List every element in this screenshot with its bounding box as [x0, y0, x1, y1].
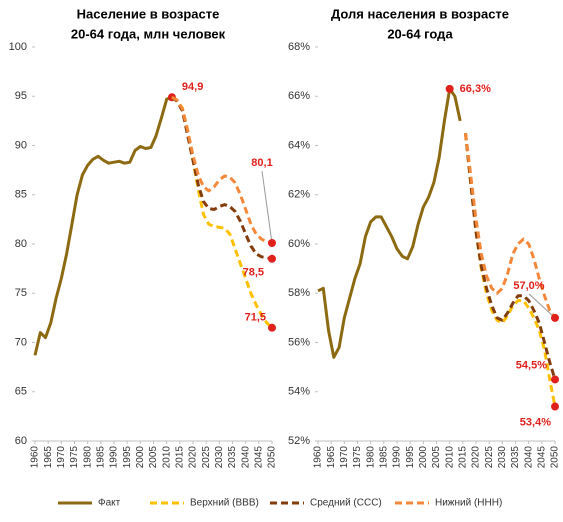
series-line: [464, 133, 557, 407]
series-line: [317, 87, 462, 359]
y-tick-label: 90: [15, 139, 27, 151]
data-label: 66,3%: [460, 83, 491, 95]
x-tick-label: 2020: [188, 446, 199, 469]
x-tick-label: 1980: [365, 446, 376, 469]
y-tick-label: 52%: [288, 435, 310, 447]
x-tick-label: 1970: [56, 446, 67, 469]
data-point: [551, 402, 559, 411]
x-tick-label: 2015: [174, 446, 185, 469]
series-line: [33, 95, 179, 356]
x-tick-label: 2045: [253, 446, 264, 469]
y-tick-label: 75: [15, 287, 27, 299]
data-label: 54,5%: [516, 359, 547, 371]
data-point: [268, 323, 276, 332]
x-tick-label: 1995: [122, 446, 133, 469]
x-tick-label: 2005: [148, 446, 159, 469]
y-tick-label: 68%: [288, 41, 310, 53]
x-tick-label: 1975: [352, 446, 363, 469]
y-tick-label: 64%: [288, 139, 310, 151]
x-tick-label: 2045: [536, 446, 547, 469]
x-tick-label: 2040: [240, 446, 251, 469]
data-label: 78,5: [243, 267, 264, 279]
x-tick-label: 1985: [95, 446, 106, 469]
x-tick-label: 2040: [523, 446, 534, 469]
x-tick-label: 2030: [497, 446, 508, 469]
data-point: [551, 313, 559, 322]
y-tick-label: 60: [15, 435, 27, 447]
data-point: [268, 239, 276, 248]
y-tick-label: 60%: [288, 238, 310, 250]
x-tick-label: 2000: [135, 446, 146, 469]
chart-title: Население в возрасте: [77, 6, 220, 21]
x-tick-label: 2025: [201, 446, 212, 469]
legend-label: Факт: [98, 498, 121, 509]
x-tick-label: 2030: [214, 446, 225, 469]
series-line: [171, 95, 273, 245]
x-tick-label: 2015: [457, 446, 468, 469]
x-tick-label: 2020: [471, 446, 482, 469]
x-tick-label: 2050: [267, 446, 278, 469]
legend-label: Средний (ССС): [310, 498, 382, 509]
data-point: [268, 254, 276, 263]
leader-line: [528, 293, 556, 319]
x-tick-label: 1965: [326, 446, 337, 469]
data-label: 80,1: [251, 157, 272, 169]
y-tick-label: 80: [15, 238, 27, 250]
chart-title: 20-64 года: [387, 26, 453, 41]
x-tick-label: 1990: [392, 446, 403, 469]
y-tick-label: 66%: [288, 90, 310, 102]
data-point: [551, 375, 559, 384]
x-tick-label: 2035: [227, 446, 238, 469]
y-tick-label: 65: [15, 386, 27, 398]
data-point: [445, 84, 454, 93]
x-tick-label: 1960: [313, 446, 324, 469]
x-tick-label: 1970: [339, 446, 350, 469]
y-tick-label: 62%: [288, 189, 310, 201]
y-tick-label: 70: [15, 336, 27, 348]
series-line: [170, 96, 274, 329]
x-tick-label: 2000: [418, 446, 429, 469]
y-tick-label: 58%: [288, 287, 310, 299]
x-tick-label: 2035: [510, 446, 521, 469]
chart-title: Доля населения в возрасте: [331, 6, 509, 21]
x-tick-label: 2025: [484, 446, 495, 469]
data-label: 53,4%: [520, 416, 551, 428]
x-tick-label: 1960: [30, 446, 41, 469]
y-tick-label: 56%: [288, 336, 310, 348]
x-tick-label: 1965: [43, 446, 54, 469]
data-label: 94,9: [182, 81, 203, 93]
x-tick-label: 1995: [405, 446, 416, 469]
x-tick-label: 1990: [109, 446, 120, 469]
y-tick-label: 85: [15, 189, 27, 201]
x-tick-label: 2005: [431, 446, 442, 469]
legend-label: Верхний (ВВВ): [190, 498, 259, 509]
x-tick-label: 1985: [378, 446, 389, 469]
leader-line: [261, 170, 273, 244]
x-tick-label: 1975: [69, 446, 80, 469]
legend-label: Нижний (ННН): [435, 498, 502, 509]
y-tick-label: 95: [15, 90, 27, 102]
y-tick-label: 54%: [288, 386, 310, 398]
y-tick-label: 100: [9, 41, 27, 53]
chart-title: 20-64 года, млн человек: [71, 26, 226, 41]
x-tick-label: 2010: [444, 446, 455, 469]
x-tick-label: 1980: [82, 446, 93, 469]
x-tick-label: 2010: [161, 446, 172, 469]
data-label: 71,5: [245, 312, 266, 324]
series-line: [464, 133, 557, 319]
data-label: 57,0%: [513, 280, 544, 292]
x-tick-label: 2050: [550, 446, 561, 469]
